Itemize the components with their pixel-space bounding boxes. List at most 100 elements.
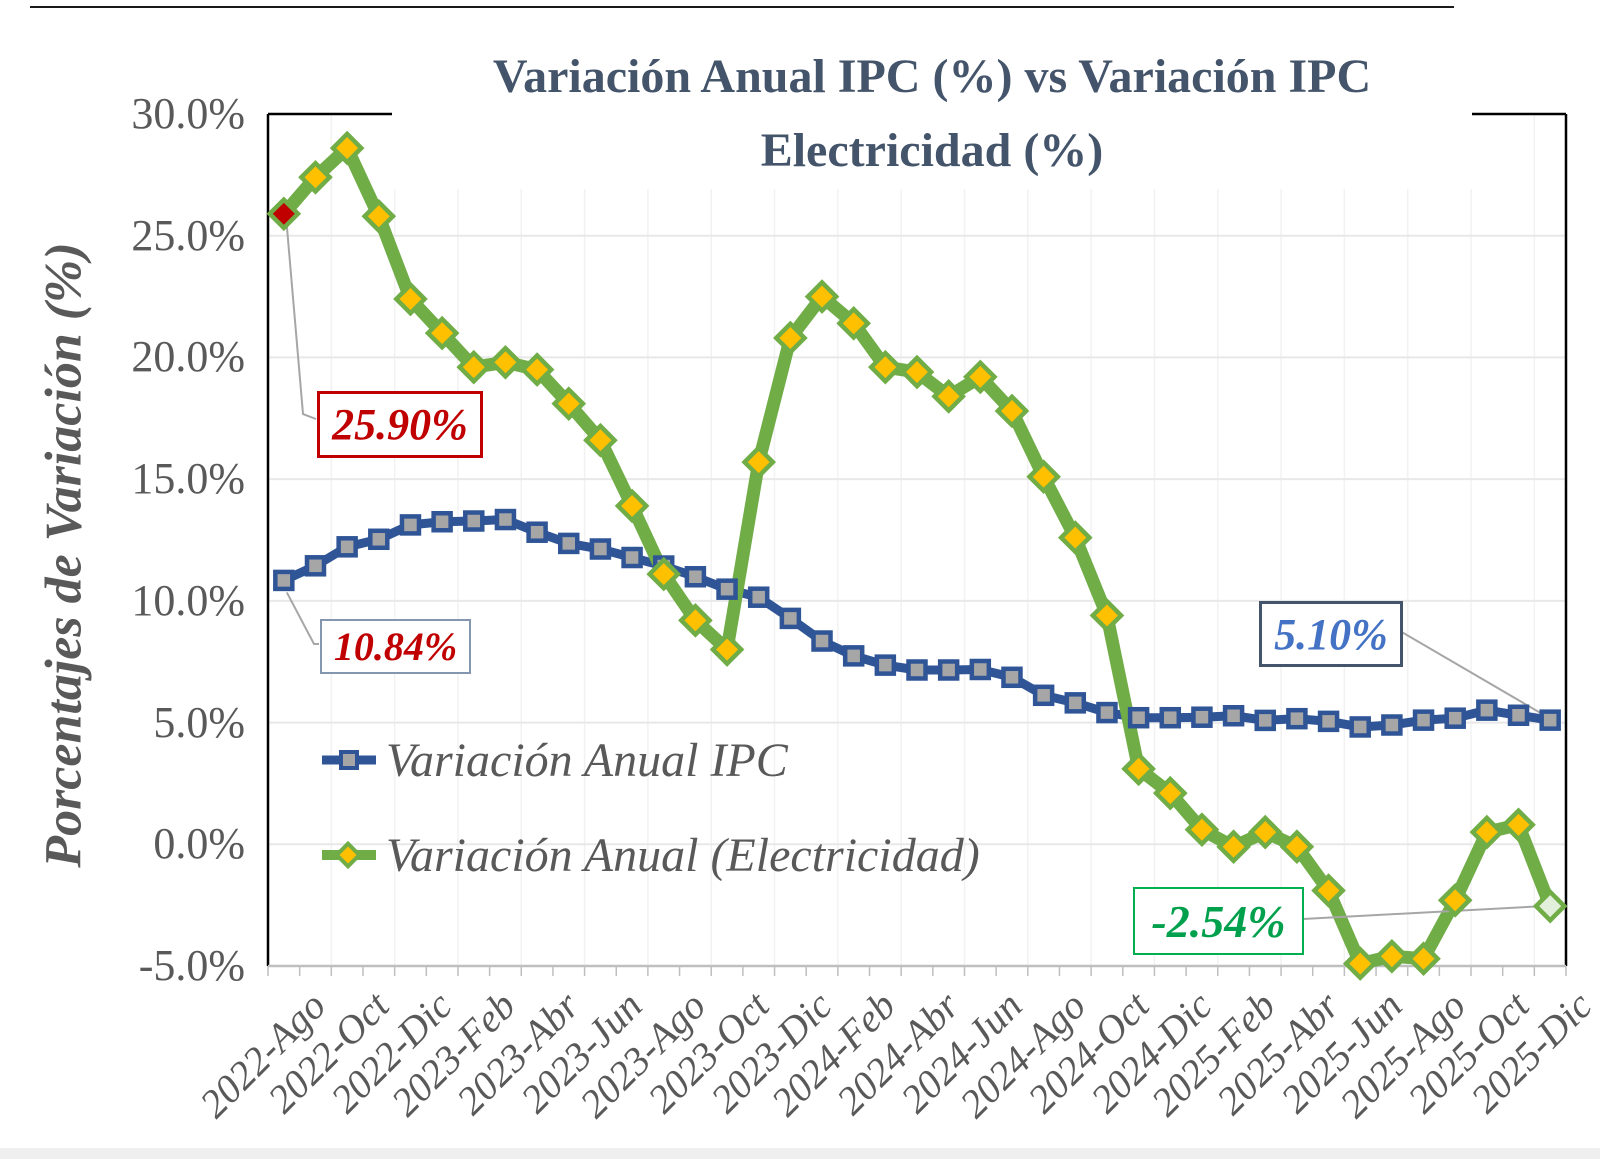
- marker-ipc-point: [906, 659, 928, 681]
- y-axis-tick-label: 25.0%: [131, 210, 245, 260]
- marker-electricidad-point: [1501, 807, 1536, 843]
- legend-item-electricidad: Variación Anual (Electricidad): [320, 822, 980, 888]
- marker-electricidad-point: [709, 632, 745, 667]
- leader-line-last-electricidad: [1302, 905, 1544, 920]
- marker-ipc-point: [1317, 710, 1340, 733]
- marker-electricidad-point: [298, 159, 333, 195]
- marker-electricidad-point: [962, 359, 998, 395]
- marker-electricidad-point: [1406, 941, 1441, 977]
- marker-electricidad-point: [614, 488, 650, 524]
- y-axis-tick-label: -5.0%: [138, 941, 245, 990]
- bottom-edge-band: [0, 1148, 1600, 1159]
- marker-electricidad-point: [1342, 946, 1378, 981]
- marker-electricidad-point: [329, 130, 365, 166]
- marker-ipc-point: [368, 528, 390, 551]
- marker-electricidad-point: [551, 386, 587, 422]
- marker-electricidad-point: [1247, 814, 1283, 850]
- marker-ipc-point: [304, 555, 327, 577]
- legend-ipc-marker-icon: [322, 750, 376, 770]
- marker-electricidad-point: [741, 444, 777, 480]
- callout-last-ipc-value: 5.10%: [1259, 601, 1403, 667]
- marker-ipc-point: [937, 659, 960, 681]
- marker-electricidad-point: [678, 603, 713, 638]
- marker-ipc-point: [336, 536, 358, 558]
- marker-electricidad-point: [868, 349, 903, 385]
- legend-electricidad-marker-icon: [322, 840, 376, 870]
- callout-last-electricidad-value: -2.54%: [1133, 887, 1304, 955]
- marker-ipc-point: [1222, 705, 1245, 727]
- marker-electricidad-point: [773, 320, 808, 356]
- marker-ipc-point: [1539, 709, 1561, 731]
- marker-electricidad-point: [1184, 812, 1220, 848]
- marker-ipc-point: [463, 510, 485, 532]
- marker-electricidad-point: [899, 354, 935, 390]
- marker-ipc-point: [874, 654, 897, 676]
- top-border-line: [30, 6, 1454, 8]
- legend-label-ipc: Variación Anual IPC: [386, 733, 788, 787]
- marker-ipc-point: [1507, 704, 1530, 727]
- chart-title: Variación Anual IPC (%) vs Variación IPC…: [392, 40, 1472, 189]
- callout-first-ipc-value: 10.84%: [320, 619, 471, 674]
- marker-ipc-point: [1064, 692, 1087, 714]
- y-axis-tick-label: 15.0%: [131, 454, 245, 504]
- marker-electricidad-point: [1089, 598, 1125, 633]
- marker-ipc-point: [1127, 706, 1150, 729]
- marker-ipc-point: [1032, 684, 1055, 707]
- marker-electricidad-point: [519, 352, 555, 387]
- leader-line-first-ipc: [285, 591, 319, 645]
- marker-electricidad-point: [1374, 938, 1410, 974]
- marker-electricidad-point: [1469, 814, 1505, 850]
- marker-electricidad-point: [583, 422, 618, 458]
- marker-electricidad-point: [456, 349, 492, 385]
- marker-electricidad-point: [1437, 882, 1473, 918]
- marker-electricidad-point: [1121, 751, 1156, 787]
- marker-ipc-point: [589, 538, 612, 560]
- marker-ipc-point: [1191, 706, 1213, 728]
- marker-ipc-point: [684, 566, 707, 588]
- marker-electricidad-point: [266, 196, 302, 232]
- marker-ipc-point: [494, 508, 517, 531]
- marker-electricidad-point: [646, 556, 682, 592]
- marker-ipc-point: [1381, 714, 1403, 736]
- marker-ipc-point: [1444, 707, 1466, 729]
- marker-electricidad-point: [804, 279, 840, 314]
- marker-ipc-point: [842, 645, 865, 667]
- y-axis-tick-label: 30.0%: [131, 89, 245, 138]
- legend-item-ipc: Variación Anual IPC: [320, 727, 788, 793]
- marker-electricidad-point: [361, 198, 397, 234]
- marker-electricidad-point: [488, 344, 523, 380]
- marker-electricidad-point: [836, 306, 872, 341]
- marker-electricidad-point: [424, 315, 460, 351]
- marker-ipc-point: [526, 521, 548, 543]
- marker-ipc-point: [1476, 699, 1498, 721]
- marker-electricidad-point: [1026, 459, 1061, 495]
- marker-electricidad-point: [1279, 829, 1315, 865]
- marker-ipc-point: [811, 630, 833, 652]
- leader-line-first-electricidad: [285, 225, 317, 420]
- marker-ipc-point: [1001, 666, 1023, 689]
- marker-ipc-point: [747, 586, 770, 608]
- marker-ipc-point: [1254, 709, 1276, 732]
- marker-ipc-point: [621, 546, 643, 569]
- marker-ipc-point: [1286, 707, 1308, 730]
- marker-electricidad-point: [1311, 873, 1346, 908]
- marker-ipc-point: [273, 569, 295, 592]
- marker-electricidad-point: [1216, 829, 1251, 865]
- marker-ipc-point: [399, 514, 422, 536]
- marker-ipc-point: [1412, 709, 1435, 731]
- y-axis-tick-label: 0.0%: [153, 819, 245, 869]
- marker-electricidad-point: [994, 393, 1030, 429]
- marker-electricidad-point: [1057, 520, 1093, 555]
- marker-electricidad-point: [1152, 775, 1188, 811]
- callout-first-electricidad-value: 25.90%: [317, 391, 483, 458]
- marker-ipc-point: [431, 510, 453, 533]
- marker-electricidad-point: [931, 379, 966, 414]
- legend-label-electricidad: Variación Anual (Electricidad): [386, 828, 980, 882]
- marker-electricidad-point: [393, 281, 428, 317]
- marker-ipc-point: [779, 607, 802, 630]
- marker-ipc-point: [1159, 706, 1182, 729]
- marker-ipc-point: [558, 532, 580, 555]
- marker-ipc-point: [1096, 701, 1118, 724]
- y-axis-tick-label: 20.0%: [131, 332, 245, 382]
